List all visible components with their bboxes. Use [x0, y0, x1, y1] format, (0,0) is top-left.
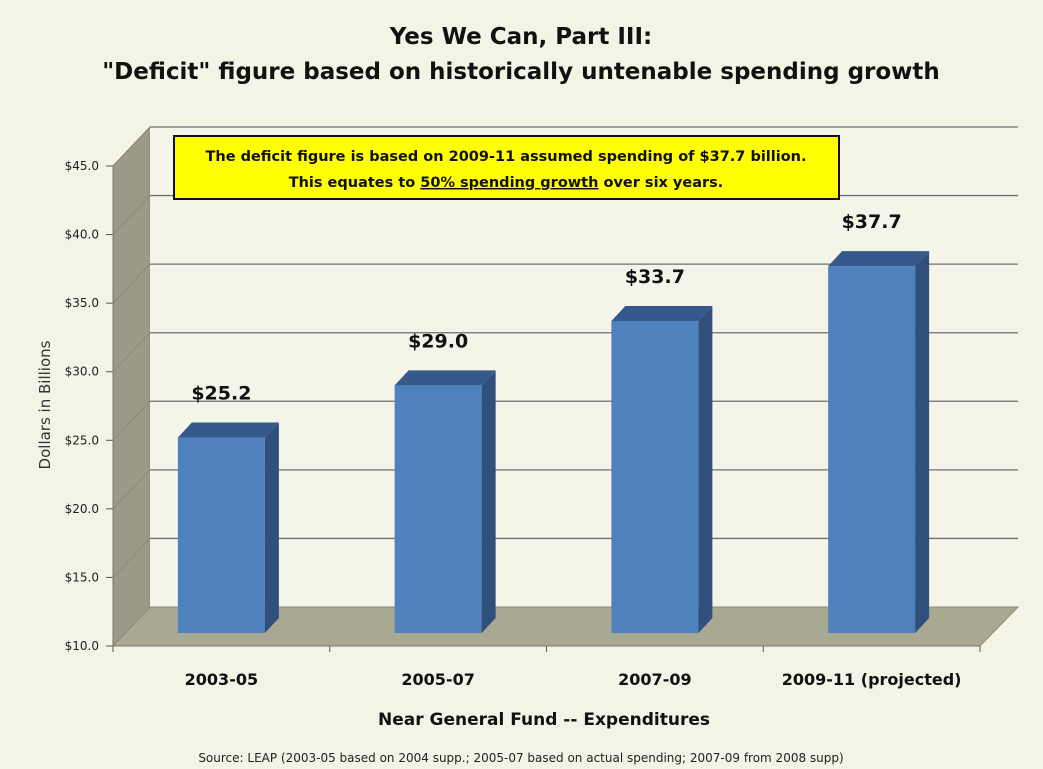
gridline-side [112, 263, 151, 304]
data-label: $33.7 [625, 266, 685, 288]
gridline-side [112, 538, 151, 578]
bar-top [828, 251, 930, 267]
bar-top [611, 305, 713, 321]
callout-line2-before: This equates to [289, 175, 421, 191]
bar [828, 266, 916, 633]
bar [394, 385, 482, 633]
gridline-side [112, 126, 151, 167]
bar-side [481, 370, 496, 633]
gridline-side [112, 195, 151, 235]
x-axis-title: Near General Fund -- Expenditures [378, 710, 710, 730]
gridline-side [112, 400, 151, 441]
bar-side [264, 422, 279, 633]
y-tick-label: $40.0 [65, 228, 99, 242]
bar-2005-07 [394, 370, 496, 633]
y-tick-label: $20.0 [65, 502, 99, 516]
callout-line1: The deficit figure is based on 2009-11 a… [205, 149, 806, 165]
gridline-side [112, 469, 151, 510]
bar-2007-09 [611, 305, 713, 633]
x-tick-label: 2003-05 [185, 670, 258, 689]
source-note: Source: LEAP (2003-05 based on 2004 supp… [198, 751, 843, 765]
chart-title-line1: Yes We Can, Part III: [389, 24, 653, 50]
bar-side [698, 305, 713, 633]
x-tick-label: 2009-11 (projected) [782, 670, 962, 689]
y-tick-label: $35.0 [65, 296, 99, 310]
callout-line2: This equates to 50% spending growth over… [289, 175, 724, 191]
y-tick-label: $10.0 [65, 639, 99, 653]
bar-side [915, 251, 930, 633]
callout-line2-underlined: 50% spending growth [420, 175, 598, 191]
data-label: $25.2 [191, 383, 251, 405]
x-tick-label: 2005-07 [401, 670, 474, 689]
chart-title-line2: "Deficit" figure based on historically u… [102, 59, 940, 85]
x-tick-label: 2007-09 [618, 670, 691, 689]
x-axis: 2003-05 2005-07 2007-09 2009-11 (projected) [112, 645, 981, 689]
bar-2003-05 [177, 422, 279, 633]
y-tick-label: $45.0 [65, 159, 99, 173]
y-tick-label: $25.0 [65, 433, 99, 447]
bar-top [394, 370, 496, 386]
callout-background [173, 135, 840, 200]
bar-2009-11 (projected) [828, 251, 930, 633]
bar [611, 320, 699, 633]
data-label: $29.0 [408, 330, 468, 352]
callout-box: The deficit figure is based on 2009-11 a… [173, 135, 840, 200]
gridline-side [112, 332, 151, 373]
data-label: $37.7 [842, 211, 902, 233]
y-tick-label: $15.0 [65, 570, 99, 584]
y-axis-title: Dollars in Billions [36, 340, 54, 469]
y-axis: $10.0 $15.0 $20.0 $25.0 $30.0 $35.0 $40.0 $45.0 [65, 159, 114, 653]
bar [177, 437, 265, 633]
callout-line2-after: over six years. [598, 175, 723, 191]
bars: $25.2 $29.0 $33.7 $37.7 [177, 211, 930, 633]
y-tick-label: $30.0 [65, 365, 99, 379]
side-wall [112, 125, 151, 648]
bar-top [177, 422, 279, 438]
